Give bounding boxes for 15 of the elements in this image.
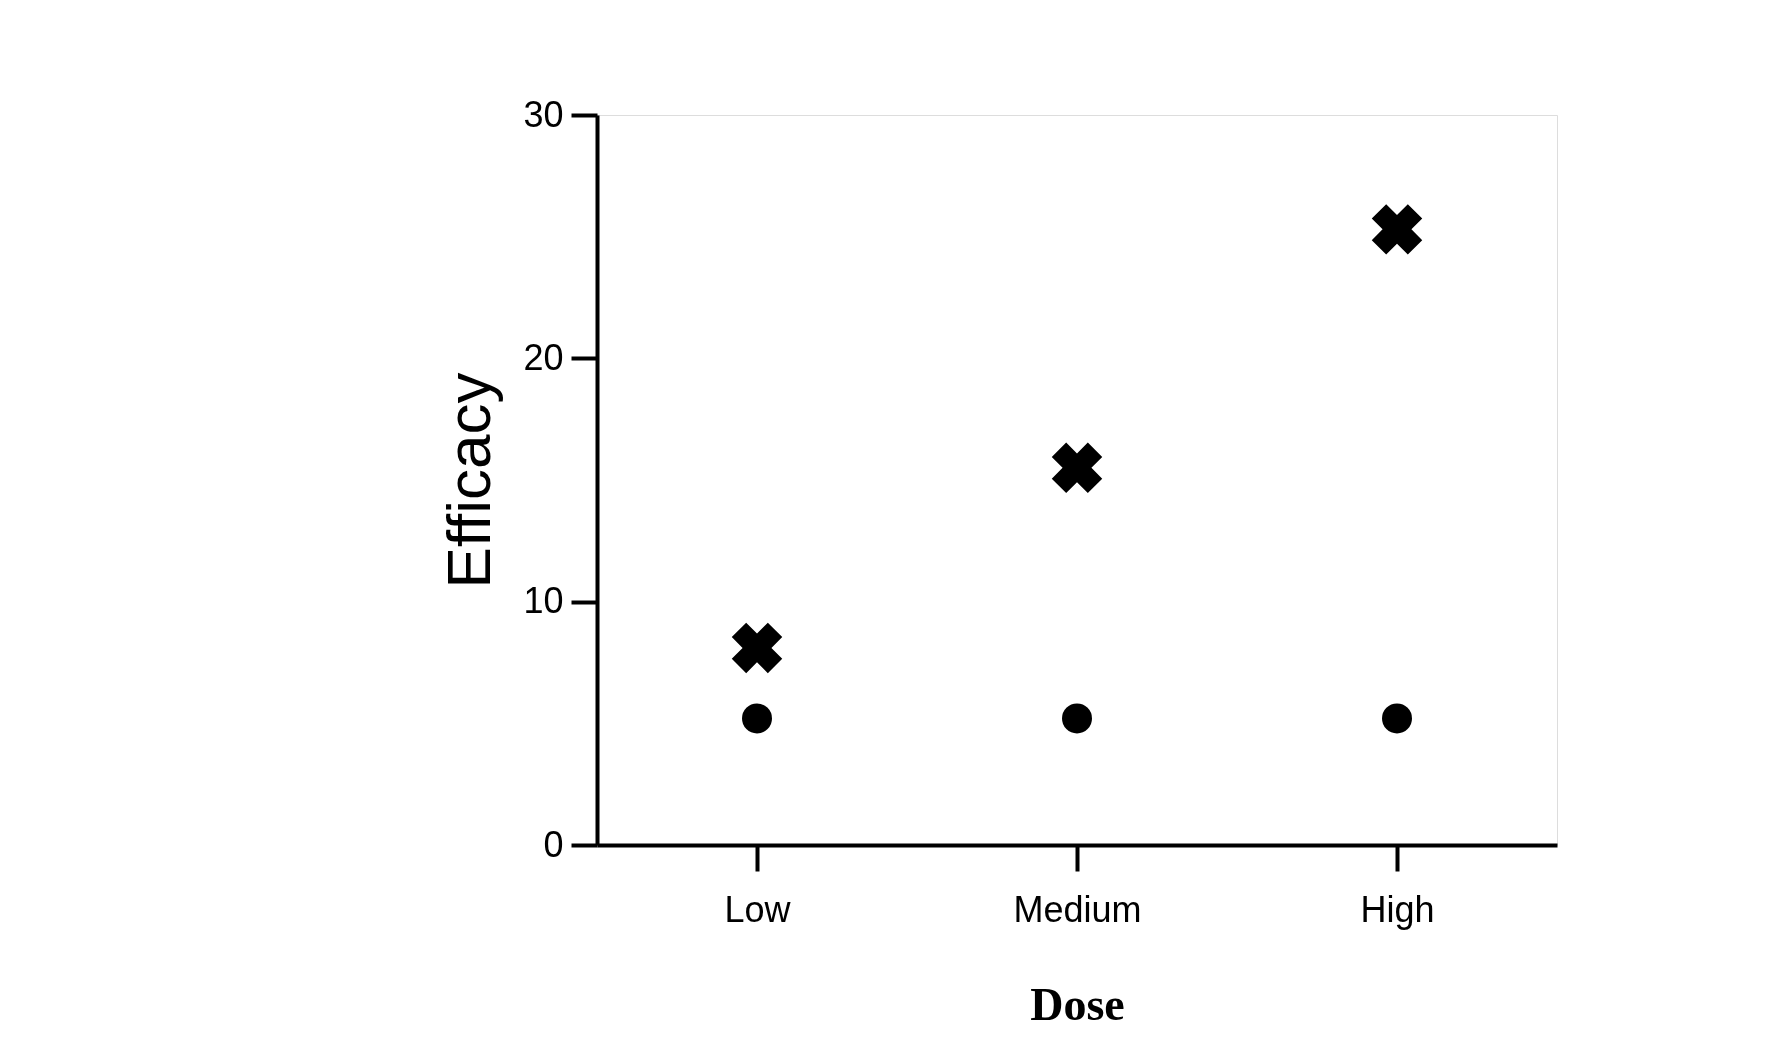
- y-axis-title: Efficacy: [434, 372, 504, 589]
- point: [1062, 703, 1092, 734]
- x-axis-title: Dose: [1030, 978, 1125, 1030]
- x-tick-label: High: [1360, 888, 1435, 930]
- y-tick-label: 30: [523, 93, 564, 135]
- x-tick-label: Medium: [1013, 888, 1142, 930]
- point: [742, 703, 772, 734]
- point: [1382, 703, 1412, 734]
- y-tick-label: 20: [523, 336, 564, 378]
- x-tick-label: Low: [724, 888, 792, 930]
- y-tick-label: 10: [523, 580, 564, 622]
- y-tick-label: 0: [543, 823, 564, 865]
- point: [1371, 204, 1423, 255]
- point: [731, 622, 783, 674]
- point: [1051, 442, 1103, 494]
